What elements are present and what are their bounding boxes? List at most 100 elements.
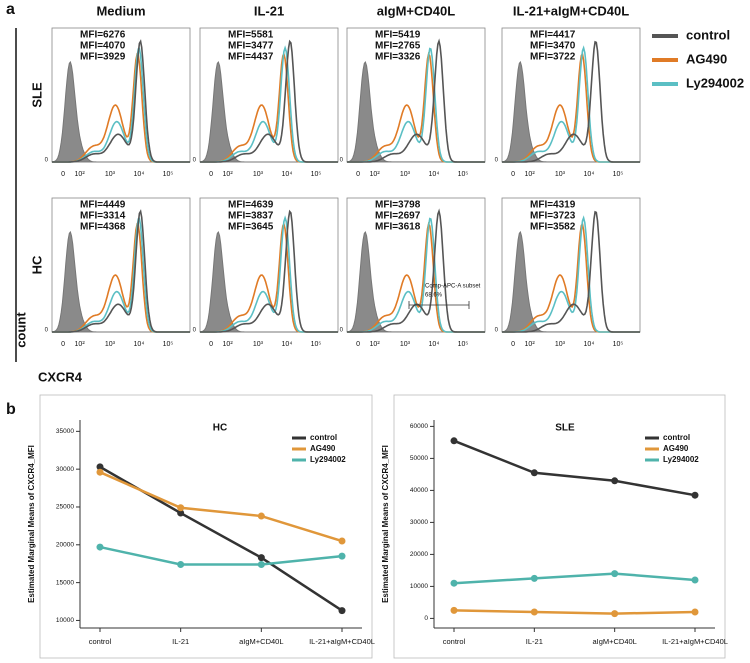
mfi-label: MFI=6276 — [80, 30, 126, 41]
data-point — [611, 570, 619, 578]
y-tick-label: 0 — [495, 158, 499, 164]
x-tick-label: 10² — [370, 171, 381, 178]
y-tick-label: 40000 — [410, 487, 428, 494]
mfi-label: MFI=2697 — [375, 211, 421, 222]
x-tick-label: 0 — [356, 171, 360, 178]
x-tick-label: 10³ — [400, 341, 411, 348]
data-point — [96, 468, 104, 476]
data-point — [257, 554, 265, 562]
x-tick-label: 10² — [75, 341, 86, 348]
x-tick-label: 10³ — [105, 341, 116, 348]
y-tick-label: 20000 — [56, 542, 74, 549]
gate-name: Comp-APC-A subset — [425, 284, 481, 290]
legend-label: AG490 — [663, 444, 689, 453]
y-tick-label: 0 — [340, 328, 344, 334]
x-tick-label: 10⁵ — [458, 171, 469, 178]
x-tick-label: 0 — [209, 171, 213, 178]
y-tick-label: 60000 — [410, 423, 428, 430]
data-point — [177, 504, 185, 512]
data-point — [338, 537, 346, 545]
histogram-curve — [52, 39, 190, 163]
x-tick-label: 0 — [61, 171, 65, 178]
y-axis-label: Estimated Marginal Means of CXCR4_MFI — [27, 445, 36, 603]
column-title: IL-21 — [254, 3, 284, 18]
histogram-curve — [347, 38, 485, 163]
histogram-curve — [502, 40, 640, 163]
x-axis-label: CXCR4 — [38, 369, 83, 384]
gate-percent: 68.6% — [425, 293, 443, 299]
x-tick-label: 10⁵ — [311, 171, 322, 178]
data-point — [338, 552, 346, 560]
data-point — [530, 608, 538, 616]
x-tick-label: 10³ — [105, 171, 116, 178]
data-point — [611, 477, 619, 485]
y-tick-label: 30000 — [56, 466, 74, 473]
data-point — [450, 437, 458, 445]
legend-label: control — [310, 433, 337, 442]
y-tick-label: 0 — [340, 158, 344, 164]
histogram-curve — [502, 210, 640, 333]
x-tick-label: control — [443, 637, 466, 646]
data-point — [691, 576, 699, 584]
x-tick-label: 10⁵ — [163, 171, 174, 178]
legend-label: AG490 — [310, 444, 336, 453]
series-line — [99, 471, 343, 543]
y-tick-label: 0 — [45, 158, 49, 164]
mfi-label: MFI=2765 — [375, 41, 421, 52]
y-tick-label: 25000 — [56, 504, 74, 511]
y-tick-label: 0 — [193, 158, 197, 164]
mfi-label: MFI=3837 — [228, 211, 274, 222]
mfi-label: MFI=3722 — [530, 52, 576, 63]
histogram-curve — [200, 39, 338, 163]
mfi-label: MFI=4319 — [530, 200, 576, 211]
data-point — [691, 608, 699, 616]
mfi-label: MFI=5581 — [228, 30, 274, 41]
x-tick-label: 10² — [525, 171, 536, 178]
mfi-label: MFI=3470 — [530, 41, 576, 52]
y-tick-label: 10000 — [410, 583, 428, 590]
x-tick-label: 10⁴ — [134, 341, 145, 348]
x-tick-label: 10⁵ — [613, 171, 624, 178]
y-tick-label: 15000 — [56, 579, 74, 586]
chart-frame — [39, 394, 373, 659]
x-tick-label: aIgM+CD40L — [239, 637, 283, 646]
series-line — [453, 439, 696, 497]
series-line — [99, 545, 343, 566]
x-tick-label: 10⁴ — [429, 171, 440, 178]
x-tick-label: aIgM+CD40L — [592, 637, 636, 646]
x-tick-label: 10² — [370, 341, 381, 348]
mfi-label: MFI=3723 — [530, 211, 576, 222]
x-tick-label: 10² — [223, 171, 234, 178]
x-tick-label: 10² — [525, 341, 536, 348]
y-axis-label: Estimated Marginal Means of CXCR4_MFI — [381, 445, 390, 603]
x-tick-label: 10⁴ — [134, 171, 145, 178]
x-tick-label: 10³ — [555, 171, 566, 178]
mfi-label: MFI=4368 — [80, 222, 126, 233]
mfi-label: MFI=3929 — [80, 52, 126, 63]
data-point — [450, 606, 458, 614]
x-tick-label: 0 — [356, 341, 360, 348]
y-tick-label: 50000 — [410, 455, 428, 462]
x-tick-label: 0 — [209, 341, 213, 348]
legend-label: control — [663, 433, 690, 442]
x-tick-label: 10³ — [253, 341, 264, 348]
legend-label: AG490 — [686, 51, 727, 66]
panel-label: a — [6, 1, 15, 18]
x-tick-label: 10⁴ — [584, 341, 595, 348]
legend-label: Ly294002 — [310, 455, 346, 464]
x-tick-label: 10⁵ — [613, 341, 624, 348]
data-point — [257, 512, 265, 520]
y-tick-label: 35000 — [56, 428, 74, 435]
data-point — [96, 543, 104, 551]
mfi-label: MFI=3582 — [530, 222, 576, 233]
mfi-label: MFI=3798 — [375, 200, 421, 211]
mfi-label: MFI=3326 — [375, 52, 421, 63]
legend-label: control — [686, 27, 730, 42]
mfi-label: MFI=4070 — [80, 41, 126, 52]
mfi-label: MFI=3477 — [228, 41, 274, 52]
chart-frame — [393, 394, 726, 659]
y-tick-label: 0 — [45, 328, 49, 334]
y-tick-label: 10000 — [56, 617, 74, 624]
x-tick-label: 10⁴ — [584, 171, 595, 178]
histogram-curve — [200, 209, 338, 333]
